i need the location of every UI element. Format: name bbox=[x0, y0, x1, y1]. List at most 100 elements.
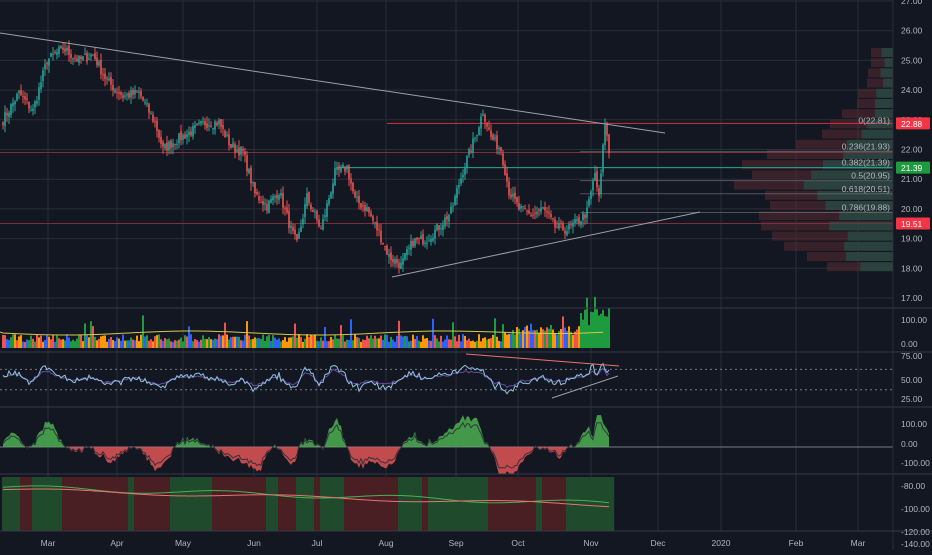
trend-background-bar bbox=[116, 477, 123, 531]
price-scale-label: 18.00 bbox=[901, 263, 923, 273]
volume-bar bbox=[516, 327, 518, 348]
candle-body bbox=[12, 102, 14, 107]
volume-bar bbox=[192, 341, 194, 348]
candle-body bbox=[178, 133, 180, 144]
trend-background-bar bbox=[26, 477, 33, 531]
oscillator-signal-line bbox=[2, 421, 610, 469]
volume-bar bbox=[126, 340, 128, 348]
time-scale-label: Jul bbox=[312, 538, 323, 548]
volume-bar bbox=[54, 341, 56, 348]
candle-body bbox=[478, 127, 480, 136]
candle-body bbox=[452, 205, 454, 207]
candle-body bbox=[204, 121, 206, 126]
candle-body bbox=[86, 52, 88, 62]
candle-body bbox=[362, 205, 364, 207]
trend-background-bar bbox=[146, 477, 153, 531]
volume-bar bbox=[440, 335, 442, 348]
candle-body bbox=[432, 237, 434, 241]
price-tag: 21.39 bbox=[896, 161, 930, 174]
volume-bar bbox=[394, 341, 396, 348]
volume-bar bbox=[502, 324, 504, 348]
time-scale[interactable]: Mar Apr May Jun Jul Aug Sep Oct Nov Dec 2020 Feb Mar bbox=[41, 538, 866, 548]
volume-bar bbox=[140, 334, 142, 348]
candle-body bbox=[442, 224, 444, 230]
volume-bar bbox=[118, 338, 120, 348]
volume-profile-bar bbox=[845, 252, 893, 261]
candle-body bbox=[120, 92, 122, 95]
candle-body bbox=[54, 51, 56, 53]
candle-body bbox=[222, 125, 224, 129]
trend-background-bar bbox=[380, 477, 387, 531]
volume-bar bbox=[592, 312, 594, 348]
volume-profile-bar bbox=[829, 221, 893, 231]
candle-body bbox=[198, 122, 200, 124]
candle-body bbox=[66, 47, 68, 51]
trendlines[interactable] bbox=[0, 32, 701, 278]
volume-bar bbox=[450, 339, 452, 348]
volume-bar bbox=[178, 339, 180, 348]
candle-body bbox=[568, 224, 570, 230]
candle-body bbox=[488, 127, 490, 130]
rsi-trendline bbox=[551, 375, 619, 399]
volume-bar bbox=[168, 338, 170, 348]
candle-body bbox=[140, 91, 142, 97]
candle-body bbox=[320, 228, 322, 230]
candle-body bbox=[456, 188, 458, 199]
volume-bar bbox=[330, 337, 332, 348]
fibonacci-retracement[interactable]: 0(22.81) 0.236(21.93) 0.382(21.39) 0.5(20.9… bbox=[0, 115, 893, 224]
candle-body bbox=[378, 229, 380, 231]
candle-body bbox=[522, 206, 524, 208]
candle-body bbox=[300, 226, 302, 233]
candle-body bbox=[32, 108, 34, 111]
volume-bar bbox=[276, 339, 278, 348]
volume-bar bbox=[58, 338, 60, 348]
volume-bar bbox=[522, 330, 524, 348]
volume-bar bbox=[356, 337, 358, 348]
trend-background-bar bbox=[2, 477, 9, 531]
volume-bar bbox=[232, 336, 234, 348]
volume-bar bbox=[108, 338, 110, 348]
volume-bar bbox=[162, 340, 164, 348]
volume-bar bbox=[532, 330, 534, 348]
candle-body bbox=[264, 203, 266, 205]
volume-bar bbox=[466, 340, 468, 348]
volume-profile-bar bbox=[868, 68, 893, 78]
candle-body bbox=[26, 98, 28, 100]
candle-body bbox=[464, 167, 466, 175]
time-scale-label: Oct bbox=[511, 538, 525, 548]
volume-bar bbox=[590, 311, 592, 348]
trend-background-bar bbox=[392, 477, 399, 531]
candle-body bbox=[298, 232, 300, 239]
pane-separators[interactable] bbox=[0, 307, 932, 532]
volume-bar bbox=[572, 334, 574, 348]
candle-body bbox=[494, 137, 496, 139]
volume-bar bbox=[196, 340, 198, 348]
trend-background-bar bbox=[278, 477, 285, 531]
trend-background-bar bbox=[368, 477, 375, 531]
candle-body bbox=[84, 53, 86, 55]
candle-body bbox=[564, 230, 566, 234]
candle-body bbox=[326, 203, 328, 217]
volume-bar bbox=[548, 328, 550, 348]
trend-background-bar bbox=[578, 477, 585, 531]
candle-body bbox=[142, 97, 144, 101]
volume-bar bbox=[44, 339, 46, 348]
volume-bar bbox=[606, 316, 608, 348]
candle-body bbox=[606, 123, 608, 136]
candle-body bbox=[360, 202, 362, 208]
trend-background-bar bbox=[512, 477, 519, 531]
volume-bar bbox=[588, 325, 590, 348]
candle-body bbox=[2, 122, 4, 125]
volume-bar bbox=[586, 297, 588, 348]
price-tag-label: 19.51 bbox=[901, 219, 923, 229]
trend-background-bar bbox=[212, 477, 219, 531]
volume-bar bbox=[260, 339, 262, 348]
price-tags: 22.88 21.39 19.51 bbox=[896, 117, 930, 230]
volume-bar bbox=[372, 338, 374, 348]
candle-body bbox=[396, 259, 398, 264]
candle-body bbox=[122, 95, 124, 98]
rsi-line bbox=[2, 362, 610, 395]
price-scale[interactable]: 27.0026.0025.0024.0023.0022.0021.0020.00… bbox=[892, 0, 930, 550]
candle-body bbox=[544, 207, 546, 211]
